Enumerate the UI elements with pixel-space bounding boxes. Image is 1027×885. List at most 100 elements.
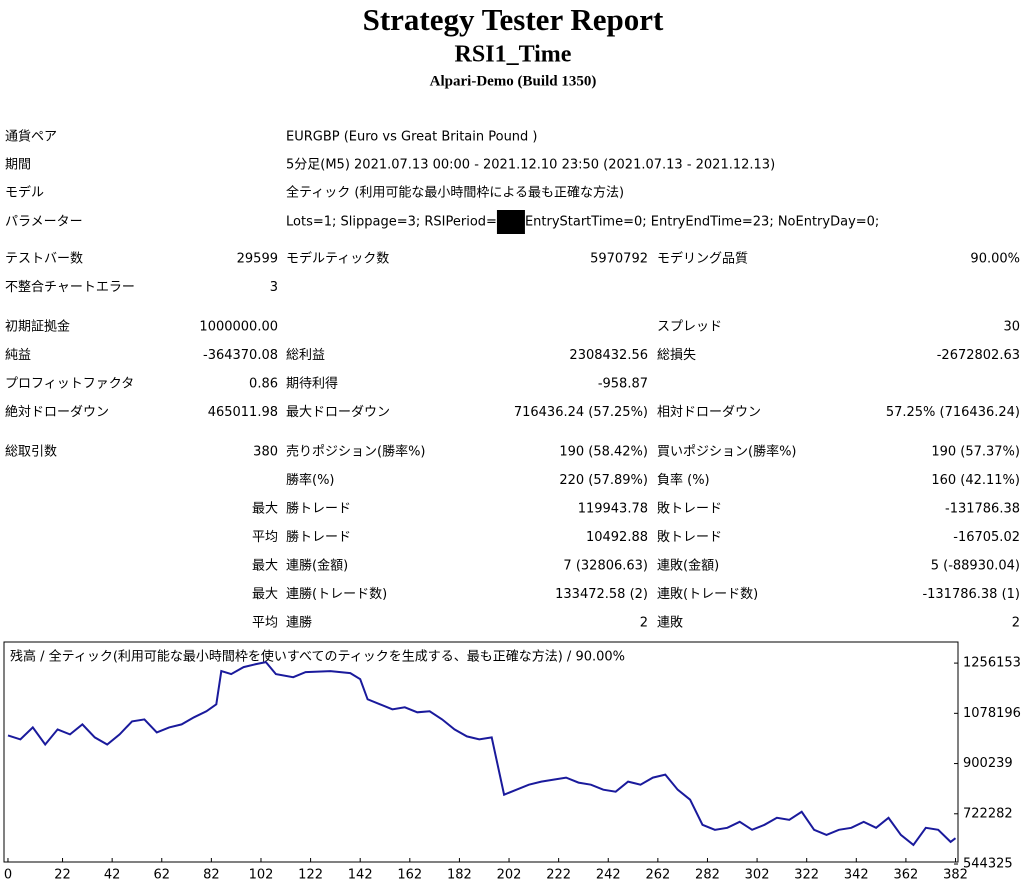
y-tick-label: 1256153 (963, 656, 1021, 671)
stat-value: 465011.98 (208, 405, 278, 420)
stat-label: プロフィットファクタ (5, 377, 134, 392)
stat-label: 総損失 (657, 348, 696, 363)
stat-value: 5970792 (590, 252, 648, 267)
x-tick-label: 362 (893, 868, 918, 883)
stat-value: 1000000.00 (199, 320, 278, 335)
strategy-name: RSI1_Time (455, 42, 572, 68)
x-tick-label: 302 (745, 868, 770, 883)
stat-value: 220 (57.89%) (559, 473, 648, 488)
server: Alpari-Demo (Build 1350) (430, 73, 597, 89)
stat-value: 2 (1012, 616, 1020, 631)
stat-value: 29599 (237, 252, 278, 267)
y-tick-label: 722282 (963, 806, 1013, 821)
stat-value: 716436.24 (57.25%) (514, 405, 648, 420)
stat-label: 純益 (5, 348, 31, 363)
x-tick-label: 162 (397, 868, 422, 883)
stat-value: 190 (57.37%) (931, 445, 1020, 460)
stat-value: 30 (1003, 320, 1020, 335)
x-tick-label: 122 (298, 868, 323, 883)
stat-label: 連敗(金額) (657, 558, 719, 574)
y-tick-label: 544325 (963, 857, 1013, 872)
stat-value: 380 (253, 445, 278, 460)
stat-value: 119943.78 (578, 502, 648, 517)
x-tick-label: 382 (943, 868, 968, 883)
stat-value: -131786.38 (1) (922, 587, 1020, 602)
x-tick-label: 22 (54, 868, 71, 883)
stat-value: -16705.02 (953, 530, 1020, 545)
info-label: 期間 (5, 158, 31, 173)
stat-label: 期待利得 (286, 376, 338, 392)
stat-value: 0.86 (249, 377, 278, 392)
report-title: Strategy Tester Report (363, 2, 664, 37)
x-tick-label: 42 (104, 868, 121, 883)
info-label: 通貨ペア (5, 129, 57, 145)
chart-title: 残高 / 全ティック(利用可能な最小時間枠を使いすべてのティックを生成する、最も… (10, 649, 625, 665)
info-value: Lots=1; Slippage=3; RSIPeriod= (286, 215, 497, 230)
y-tick-label: 1078196 (963, 706, 1021, 721)
stat-label: 連敗(トレード数) (657, 587, 758, 602)
stat-value: 10492.88 (586, 530, 648, 545)
redaction (496, 210, 525, 234)
stat-value: -364370.08 (203, 348, 278, 363)
info-value: EntryStartTime=0; EntryEndTime=23; NoEnt… (525, 215, 879, 230)
stat-value: 2 (640, 616, 648, 631)
info-label: モデル (5, 185, 44, 201)
stat-label: モデルティック数 (286, 251, 389, 267)
stat-label: 相対ドローダウン (657, 405, 761, 420)
stat-label: 初期証拠金 (5, 319, 70, 335)
stat-value: 57.25% (716436.24) (886, 405, 1020, 420)
stat-value: -131786.38 (945, 502, 1020, 517)
stat-value: 2308432.56 (569, 348, 648, 363)
x-tick-label: 282 (695, 868, 720, 883)
stat-label: 連勝(金額) (286, 558, 348, 574)
stat-label: 買いポジション(勝率%) (657, 444, 797, 460)
x-tick-label: 62 (153, 868, 170, 883)
stat-label: スプレッド (657, 320, 722, 335)
chart-frame (3, 641, 959, 863)
stat-label: 不整合チャートエラー (5, 280, 135, 295)
x-tick-label: 262 (645, 868, 670, 883)
stat-label: 敗トレード (657, 502, 722, 517)
stat-value: 最大 (252, 559, 278, 574)
stat-value: 平均 (252, 616, 278, 631)
stat-label: 売りポジション(勝率%) (286, 444, 426, 460)
x-tick-label: 102 (249, 868, 274, 883)
stat-value: 最大 (252, 587, 278, 602)
balance-line (7, 661, 957, 847)
stat-value: 133472.58 (2) (555, 587, 648, 602)
stat-label: 連勝 (286, 616, 312, 631)
stat-label: 絶対ドローダウン (5, 404, 109, 420)
stat-label: 総利益 (286, 348, 325, 363)
stat-label: 勝トレード (286, 502, 351, 517)
x-tick-label: 142 (348, 868, 373, 883)
stat-label: テストバー数 (5, 252, 83, 267)
stat-value: 3 (270, 280, 278, 295)
info-value: 5分足(M5) 2021.07.13 00:00 - 2021.12.10 23… (286, 158, 775, 173)
stat-label: 敗トレード (657, 530, 722, 545)
stat-value: 160 (42.11%) (931, 473, 1020, 488)
x-tick-label: 182 (447, 868, 472, 883)
stat-value: -958.87 (598, 377, 648, 392)
stat-value: 最大 (252, 502, 278, 517)
stat-label: 勝トレード (286, 530, 351, 545)
stat-value: -2672802.63 (937, 348, 1020, 363)
x-tick-label: 0 (4, 868, 12, 883)
info-label: パラメーター (5, 215, 83, 230)
stat-label: 連勝(トレード数) (286, 587, 387, 602)
y-tick-label: 900239 (963, 756, 1013, 771)
x-tick-label: 242 (596, 868, 621, 883)
stat-value: 5 (-88930.04) (931, 559, 1020, 574)
info-value: 全ティック (利用可能な最小時間枠による最も正確な方法) (286, 185, 624, 201)
stat-label: 連敗 (657, 616, 683, 631)
stat-label: 勝率(%) (286, 472, 335, 488)
stat-value: 190 (58.42%) (559, 445, 648, 460)
stat-label: 負率 (%) (657, 472, 710, 488)
stat-label: 総取引数 (5, 445, 57, 460)
stat-value: 平均 (252, 530, 278, 545)
x-tick-label: 202 (497, 868, 522, 883)
info-value: EURGBP (Euro vs Great Britain Pound ) (286, 130, 538, 145)
x-tick-label: 342 (844, 868, 869, 883)
x-tick-label: 82 (203, 868, 220, 883)
x-tick-label: 222 (546, 868, 571, 883)
